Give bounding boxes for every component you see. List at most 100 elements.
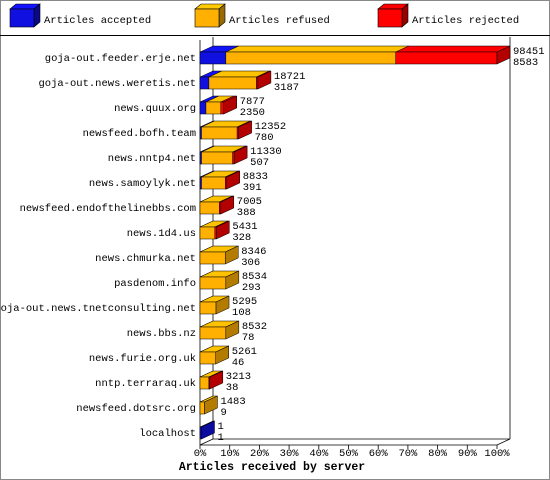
row-count: 2350 <box>240 107 265 119</box>
bar-segment <box>199 226 216 240</box>
row-label: news.chmurka.net <box>95 253 196 265</box>
bar-segment <box>199 101 207 115</box>
row-count: 8583 <box>513 57 538 69</box>
row-count: 78 <box>242 332 255 344</box>
row-label: pasdenom.info <box>114 278 196 290</box>
row-label: newsfeed.dotsrc.org <box>76 403 196 415</box>
x-tick-label: 100% <box>484 448 510 460</box>
bar-segment <box>199 376 210 390</box>
row-label: news.1d4.us <box>127 228 196 240</box>
x-tick-label: 0% <box>194 448 207 460</box>
x-tick-label: 40% <box>309 448 329 460</box>
bar-side <box>215 295 230 315</box>
bar-segment <box>199 326 227 340</box>
legend-swatch <box>194 8 220 28</box>
row-total: 5295 <box>232 296 257 308</box>
row-label: newsfeed.bofh.team <box>83 128 196 140</box>
bar-segment <box>199 201 220 215</box>
bar-side <box>225 320 240 340</box>
row-count: 1 <box>217 432 223 444</box>
bar-side <box>201 420 215 440</box>
bar-segment <box>199 276 227 290</box>
row-total: 18721 <box>274 71 306 83</box>
bar-side <box>204 395 218 415</box>
bar-side <box>225 270 240 290</box>
x-tick-label: 20% <box>250 448 270 460</box>
legend-label: Articles accepted <box>44 15 151 27</box>
row-count: 388 <box>237 207 256 219</box>
bar-side <box>224 245 239 265</box>
bar-segment <box>225 51 396 65</box>
x-tick-label: 70% <box>398 448 418 460</box>
bar-side <box>223 95 238 115</box>
bar-segment <box>199 51 227 65</box>
row-count: 306 <box>241 257 260 269</box>
bar-segment <box>199 251 226 265</box>
bar-side <box>215 345 229 365</box>
row-total: 98451 <box>513 46 545 58</box>
bar-side <box>216 220 230 240</box>
bar-side <box>233 145 248 165</box>
row-count: 293 <box>242 282 261 294</box>
row-count: 3187 <box>274 82 299 94</box>
row-count: 108 <box>232 307 251 319</box>
row-count: 38 <box>226 382 239 394</box>
bar-segment <box>199 401 205 415</box>
row-label: localhost <box>139 428 196 440</box>
bar-side <box>238 120 252 140</box>
bar-segment <box>201 151 233 165</box>
bar-segment <box>201 176 226 190</box>
row-count: 391 <box>243 182 262 194</box>
row-label: goja-out.news.weretis.net <box>38 78 196 90</box>
bar-side <box>496 45 511 65</box>
bar-top <box>395 45 511 53</box>
bar-side <box>209 370 224 390</box>
row-label: goja-out.feeder.erje.net <box>45 53 196 65</box>
x-tick-label: 60% <box>369 448 389 460</box>
bar-segment <box>395 51 498 65</box>
legend-label: Articles rejected <box>412 15 519 27</box>
row-total: 12352 <box>255 121 287 133</box>
row-label: news.nntp4.net <box>108 153 196 165</box>
bar-side <box>226 170 240 190</box>
x-tick-label: 90% <box>458 448 478 460</box>
bar-segment <box>201 126 238 140</box>
bar-segment <box>208 76 257 90</box>
bar-segment <box>199 76 210 90</box>
bar-segment <box>199 301 217 315</box>
row-label: news.furie.org.uk <box>89 353 196 365</box>
row-total: 1 <box>217 421 223 433</box>
row-total: 7877 <box>240 96 265 108</box>
row-count: 9 <box>220 407 226 419</box>
bar-segment <box>205 101 222 115</box>
legend-swatch <box>377 8 403 28</box>
row-label: news.samoylyk.net <box>89 178 196 190</box>
row-label: newsfeed.endofthelinebbs.com <box>20 203 196 215</box>
bar-side <box>257 70 272 90</box>
bar-side <box>220 195 235 215</box>
row-total: 3213 <box>226 371 251 383</box>
bar-top <box>225 45 409 53</box>
row-label: news.quux.org <box>114 103 196 115</box>
row-total: 5431 <box>232 221 257 233</box>
row-count: 46 <box>232 357 245 369</box>
x-tick-label: 10% <box>220 448 240 460</box>
bar-segment <box>199 351 216 365</box>
row-total: 8833 <box>243 171 268 183</box>
row-label: news.bbs.nz <box>127 328 196 340</box>
legend-label: Articles refused <box>229 15 330 27</box>
x-tick-label: 80% <box>428 448 448 460</box>
row-label: goja-out.news.tnetconsulting.net <box>0 303 196 315</box>
row-count: 507 <box>250 157 269 169</box>
x-axis-title: Articles received by server <box>179 461 365 474</box>
row-total: 8534 <box>242 271 267 283</box>
x-tick-label: 30% <box>280 448 300 460</box>
row-count: 780 <box>255 132 274 144</box>
legend-swatch <box>9 8 35 28</box>
row-total: 8346 <box>241 246 266 258</box>
row-count: 328 <box>232 232 251 244</box>
row-total: 1483 <box>220 396 245 408</box>
row-total: 8532 <box>242 321 267 333</box>
